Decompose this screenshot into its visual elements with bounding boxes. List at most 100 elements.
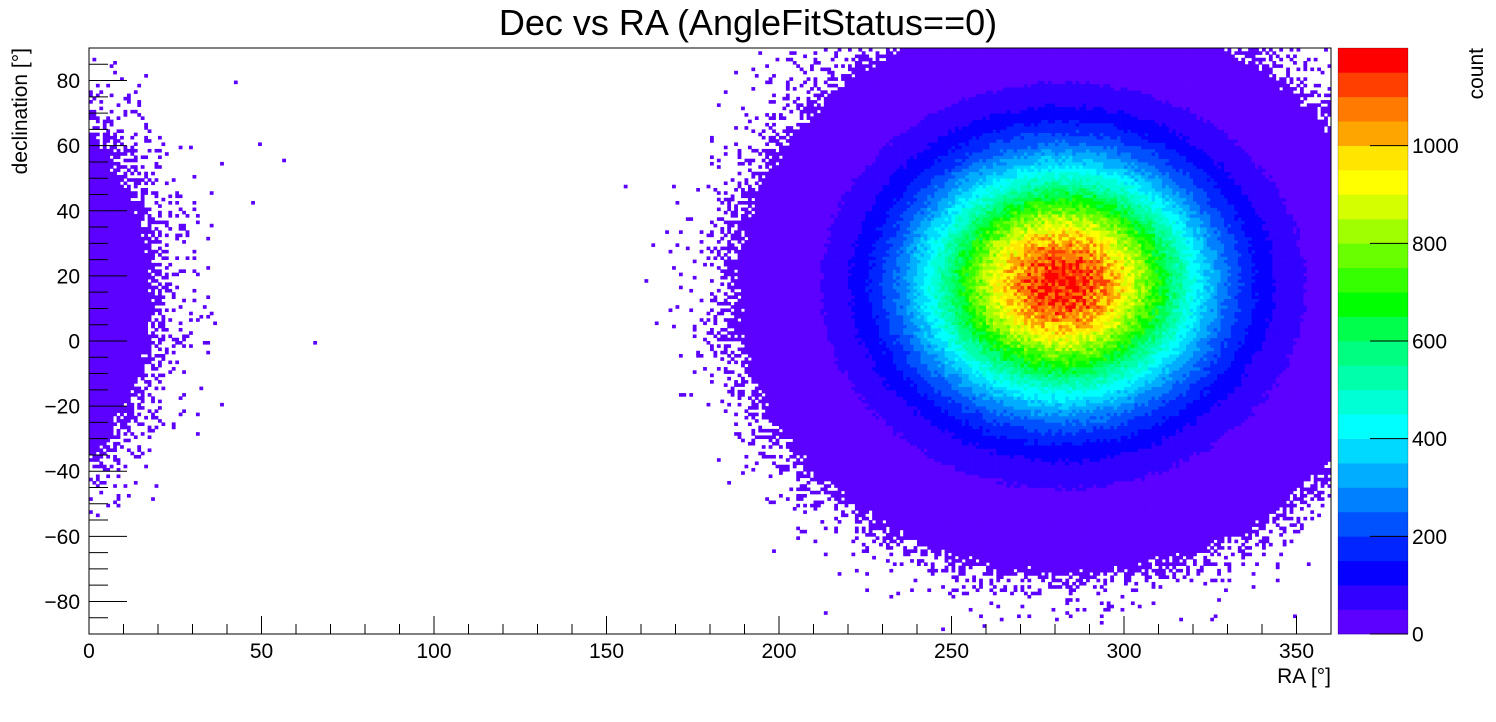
heatmap-cell bbox=[1052, 608, 1056, 612]
heatmap-cell bbox=[952, 559, 956, 563]
heatmap-cell bbox=[1190, 540, 1194, 544]
heatmap-cell bbox=[1079, 540, 1083, 544]
heatmap-cell bbox=[1259, 540, 1263, 544]
heatmap-cell bbox=[1048, 562, 1052, 566]
heatmap-cell bbox=[1083, 582, 1087, 586]
heatmap-cell bbox=[1034, 556, 1038, 560]
heatmap-cell bbox=[958, 556, 962, 560]
heatmap-cell bbox=[983, 553, 987, 557]
heatmap-cell bbox=[934, 569, 938, 573]
heatmap-cell bbox=[1155, 530, 1159, 534]
heatmap-cell bbox=[1045, 543, 1049, 547]
heatmap-cell bbox=[1307, 562, 1311, 566]
heatmap-cell bbox=[1062, 572, 1066, 576]
heatmap-cell bbox=[969, 536, 973, 540]
heatmap-cell bbox=[1124, 536, 1128, 540]
heatmap-cell bbox=[1107, 608, 1111, 612]
heatmap-cell bbox=[934, 556, 938, 560]
heatmap-cell bbox=[955, 543, 959, 547]
heatmap-cell bbox=[1083, 608, 1087, 612]
heatmap-cell bbox=[965, 553, 969, 557]
heatmap-cell bbox=[955, 530, 959, 534]
heatmap-cell bbox=[1052, 533, 1056, 537]
heatmap-cell bbox=[1138, 605, 1142, 609]
heatmap-cell bbox=[1055, 585, 1059, 589]
heatmap-cell bbox=[965, 523, 969, 527]
heatmap-cell bbox=[1110, 530, 1114, 534]
heatmap-cell bbox=[1193, 533, 1197, 537]
heatmap-cell bbox=[1155, 536, 1159, 540]
heatmap-cell bbox=[896, 530, 900, 534]
heatmap-cell bbox=[1034, 536, 1038, 540]
heatmap-cell bbox=[1186, 533, 1190, 537]
heatmap-cell bbox=[976, 546, 980, 550]
heatmap-cell bbox=[934, 543, 938, 547]
heatmap-cell bbox=[1038, 527, 1042, 531]
heatmap-cell bbox=[1048, 569, 1052, 573]
heatmap-cell bbox=[879, 543, 883, 547]
heatmap-cell bbox=[1127, 536, 1131, 540]
heatmap-cell bbox=[934, 527, 938, 531]
heatmap-cell bbox=[1210, 533, 1214, 537]
heatmap-cell bbox=[1159, 543, 1163, 547]
heatmap-cell bbox=[1086, 572, 1090, 576]
heatmap-cell bbox=[1021, 540, 1025, 544]
heatmap-cell bbox=[903, 530, 907, 534]
heatmap-cell bbox=[1045, 533, 1049, 537]
heatmap-cell bbox=[1055, 527, 1059, 531]
heatmap-cell bbox=[1079, 527, 1083, 531]
heatmap-cell bbox=[1117, 527, 1121, 531]
heatmap-cell bbox=[945, 553, 949, 557]
heatmap-cell bbox=[1010, 549, 1014, 553]
heatmap-cell bbox=[1007, 553, 1011, 557]
heatmap-cell bbox=[1093, 527, 1097, 531]
heatmap-cell bbox=[1145, 533, 1149, 537]
heatmap-cell bbox=[972, 533, 976, 537]
heatmap-cell bbox=[1007, 559, 1011, 563]
heatmap-cell bbox=[989, 582, 993, 586]
heatmap-cell bbox=[945, 530, 949, 534]
heatmap-cell bbox=[1083, 549, 1087, 553]
heatmap-cell bbox=[1031, 543, 1035, 547]
heatmap-cell bbox=[1103, 536, 1107, 540]
heatmap-cell bbox=[1124, 543, 1128, 547]
heatmap-cell bbox=[989, 566, 993, 570]
heatmap-cell bbox=[1014, 556, 1018, 560]
heatmap-cell bbox=[1276, 579, 1280, 583]
heatmap-cell bbox=[1021, 527, 1025, 531]
heatmap-cell bbox=[1027, 585, 1031, 589]
heatmap-cell bbox=[958, 533, 962, 537]
heatmap-cell bbox=[1048, 566, 1052, 570]
heatmap-cell bbox=[1200, 566, 1204, 570]
heatmap-cell bbox=[1000, 530, 1004, 534]
heatmap-cell bbox=[1176, 543, 1180, 547]
heatmap-cell bbox=[934, 553, 938, 557]
heatmap-cell bbox=[920, 530, 924, 534]
heatmap-cell bbox=[886, 546, 890, 550]
heatmap-cell bbox=[1152, 582, 1156, 586]
heatmap-cell bbox=[893, 562, 897, 566]
heatmap-cell bbox=[1110, 575, 1114, 579]
heatmap-cell bbox=[1069, 585, 1073, 589]
heatmap-cell bbox=[1069, 549, 1073, 553]
heatmap-cell bbox=[1000, 575, 1004, 579]
heatmap-cell bbox=[983, 540, 987, 544]
heatmap-cell bbox=[1138, 540, 1142, 544]
heatmap-cell bbox=[862, 549, 866, 553]
heatmap-cell bbox=[948, 549, 952, 553]
heatmap-cell bbox=[1110, 540, 1114, 544]
heatmap-cell bbox=[1086, 553, 1090, 557]
heatmap-cell bbox=[1131, 530, 1135, 534]
heatmap-cell bbox=[1021, 556, 1025, 560]
heatmap-cell bbox=[1155, 549, 1159, 553]
heatmap-cell bbox=[1117, 540, 1121, 544]
heatmap-cell bbox=[996, 569, 1000, 573]
heatmap-cell bbox=[1024, 572, 1028, 576]
heatmap-cell bbox=[1048, 540, 1052, 544]
heatmap-cell bbox=[1096, 530, 1100, 534]
heatmap-cell bbox=[1107, 540, 1111, 544]
heatmap-cell bbox=[945, 556, 949, 560]
heatmap-cell bbox=[1159, 572, 1163, 576]
heatmap-cell bbox=[1124, 579, 1128, 583]
heatmap-cell bbox=[889, 553, 893, 557]
